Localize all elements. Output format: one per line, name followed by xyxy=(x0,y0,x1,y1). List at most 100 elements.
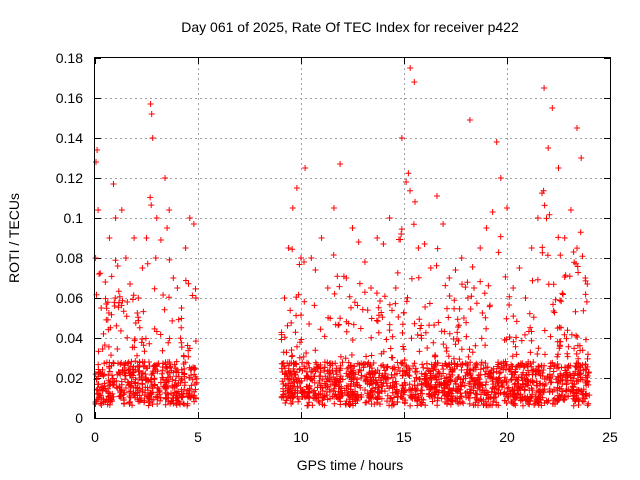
data-point xyxy=(120,391,127,398)
data-point xyxy=(154,368,161,375)
data-point xyxy=(358,367,365,374)
data-point xyxy=(153,363,160,369)
data-point xyxy=(583,336,589,343)
data-point xyxy=(98,305,105,311)
data-point xyxy=(135,317,142,324)
data-point xyxy=(482,360,489,367)
data-point xyxy=(399,360,406,367)
data-point xyxy=(335,321,342,328)
data-point xyxy=(435,389,442,395)
data-point xyxy=(563,374,570,381)
data-point xyxy=(335,322,342,329)
data-point xyxy=(552,296,559,303)
data-point xyxy=(97,400,104,407)
data-point xyxy=(321,333,328,340)
data-point xyxy=(411,360,418,367)
data-point xyxy=(309,368,316,375)
data-point xyxy=(165,394,172,401)
data-point xyxy=(438,395,445,402)
data-point xyxy=(325,314,332,321)
data-point xyxy=(388,371,395,378)
data-point xyxy=(472,342,479,349)
data-point xyxy=(102,279,109,285)
data-point xyxy=(497,369,504,376)
y-tick-label: 0 xyxy=(75,410,83,426)
data-point xyxy=(151,285,158,292)
data-point xyxy=(537,380,544,387)
data-point xyxy=(363,353,370,360)
data-point xyxy=(558,324,564,331)
data-point xyxy=(103,359,110,366)
data-point xyxy=(302,365,309,372)
data-point xyxy=(95,370,102,377)
data-point xyxy=(431,395,438,401)
data-point xyxy=(551,386,557,393)
data-point xyxy=(134,310,141,316)
data-point xyxy=(281,375,288,382)
data-point xyxy=(570,402,577,409)
data-point xyxy=(574,125,580,131)
data-point xyxy=(378,309,385,316)
data-point xyxy=(175,373,182,380)
data-point xyxy=(125,379,132,386)
data-point xyxy=(281,295,288,301)
data-point xyxy=(410,221,417,228)
data-point xyxy=(185,347,192,354)
data-point xyxy=(440,341,447,348)
data-point xyxy=(343,328,350,335)
data-point xyxy=(429,398,436,405)
data-point xyxy=(127,388,134,395)
data-point xyxy=(557,297,563,304)
data-point xyxy=(510,390,517,397)
data-point xyxy=(284,394,291,401)
data-point xyxy=(446,371,453,378)
data-point xyxy=(430,367,437,374)
data-point xyxy=(418,322,425,329)
data-point xyxy=(366,393,373,399)
data-point xyxy=(564,364,571,371)
data-point xyxy=(451,305,458,312)
data-point xyxy=(123,313,130,320)
data-point xyxy=(285,245,292,251)
data-point xyxy=(166,294,172,301)
data-point xyxy=(283,397,290,404)
data-point xyxy=(348,369,355,376)
y-tick-label: 0.18 xyxy=(56,50,83,66)
data-point xyxy=(151,381,158,388)
data-point xyxy=(416,316,423,323)
data-point xyxy=(473,300,480,307)
data-point xyxy=(395,364,402,371)
data-point xyxy=(400,346,407,353)
data-point xyxy=(125,359,132,366)
data-point xyxy=(306,364,313,371)
data-point xyxy=(428,377,435,383)
data-point xyxy=(128,371,135,378)
data-point xyxy=(187,366,194,373)
data-point xyxy=(294,383,301,390)
data-point xyxy=(462,284,469,291)
data-point xyxy=(288,347,295,354)
data-point xyxy=(575,269,582,276)
data-point xyxy=(280,388,287,395)
data-point xyxy=(375,304,382,311)
data-point xyxy=(386,327,393,334)
data-point xyxy=(561,331,568,338)
data-point xyxy=(116,393,123,400)
data-point xyxy=(173,358,180,365)
data-point xyxy=(463,394,470,401)
data-point xyxy=(460,315,467,321)
data-point xyxy=(474,391,481,398)
data-point xyxy=(390,374,396,381)
data-point xyxy=(414,331,421,338)
data-point xyxy=(416,376,423,382)
data-point xyxy=(166,207,173,213)
data-point xyxy=(418,381,425,388)
data-point xyxy=(555,396,562,403)
data-point xyxy=(293,376,300,383)
data-point xyxy=(118,302,125,309)
data-point xyxy=(177,335,184,342)
data-point xyxy=(483,402,490,409)
data-point xyxy=(184,342,191,349)
data-point xyxy=(557,252,564,259)
data-point xyxy=(508,398,515,405)
